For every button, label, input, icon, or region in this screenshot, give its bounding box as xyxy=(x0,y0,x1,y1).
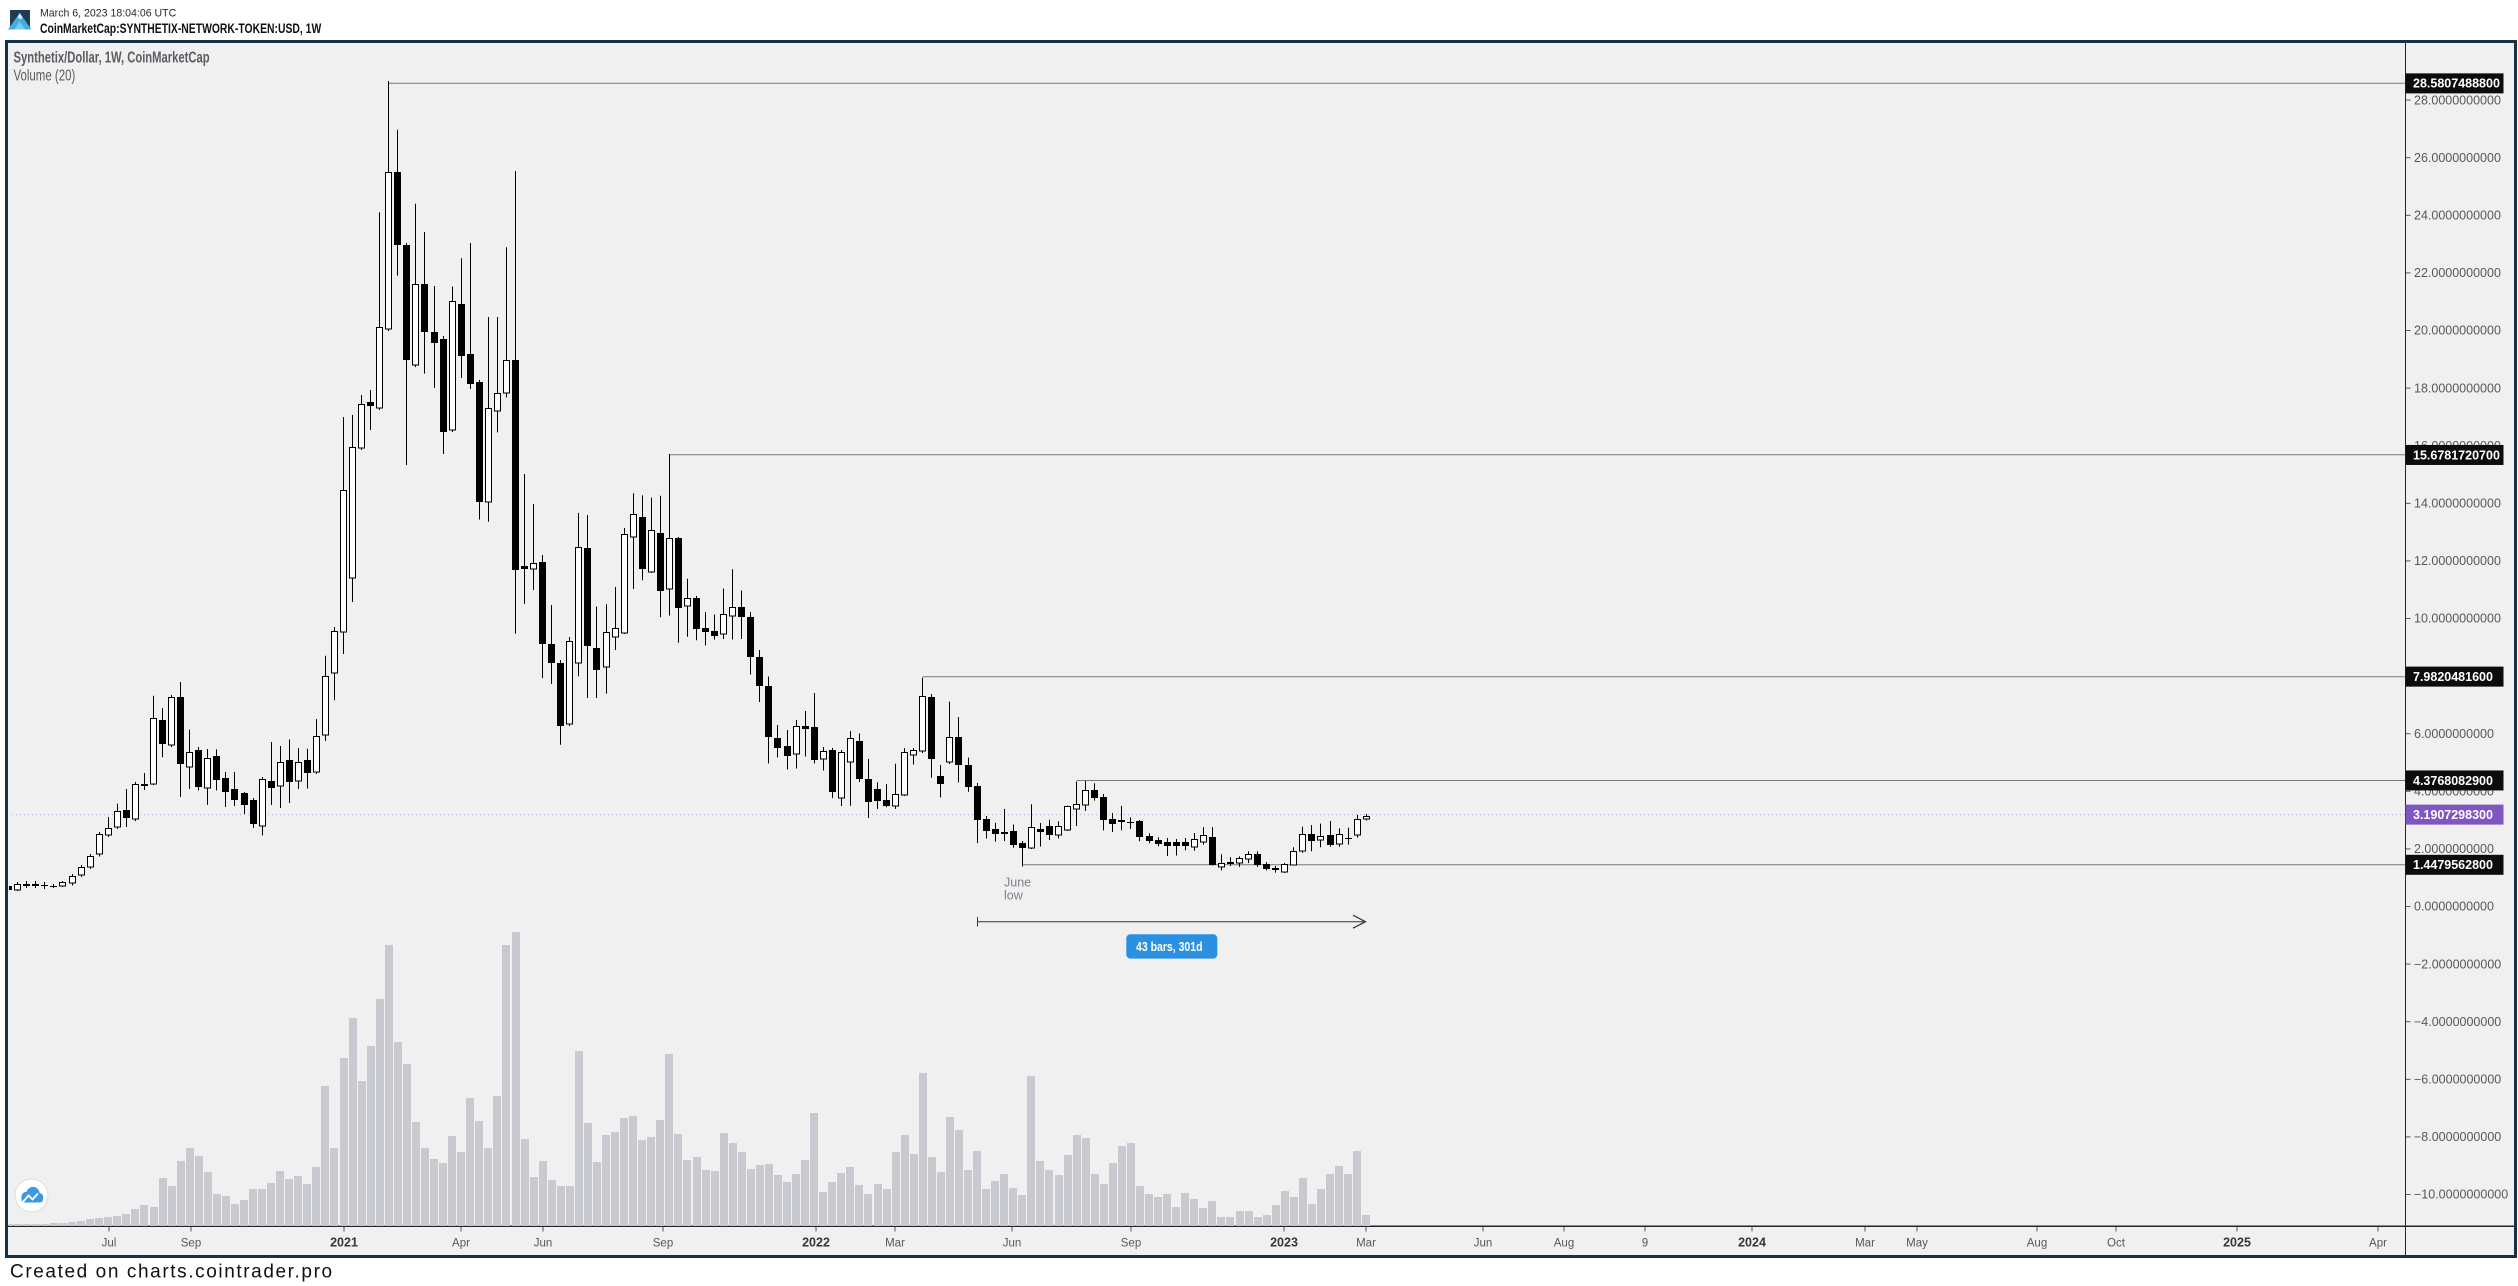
svg-text:2021: 2021 xyxy=(330,1236,358,1250)
svg-text:2025: 2025 xyxy=(2223,1236,2251,1250)
svg-text:Aug: Aug xyxy=(1554,1238,1574,1250)
svg-text:Sep: Sep xyxy=(1121,1238,1141,1250)
svg-text:2024: 2024 xyxy=(1738,1236,1766,1250)
svg-text:Apr: Apr xyxy=(452,1238,470,1250)
svg-text:−10.0000000000: −10.0000000000 xyxy=(2414,1188,2508,1202)
svg-text:24.0000000000: 24.0000000000 xyxy=(2414,209,2501,223)
svg-text:28.0000000000: 28.0000000000 xyxy=(2414,93,2501,107)
svg-text:March 6, 2023 18:04:06 UTC: March 6, 2023 18:04:06 UTC xyxy=(40,7,176,19)
svg-text:2023: 2023 xyxy=(1270,1236,1298,1250)
svg-text:Volume (20): Volume (20) xyxy=(14,67,76,84)
svg-text:Synthetix/Dollar, 1W, CoinMark: Synthetix/Dollar, 1W, CoinMarketCap xyxy=(14,49,210,66)
svg-text:CoinMarketCap:SYNTHETIX-NETWOR: CoinMarketCap:SYNTHETIX-NETWORK-TOKEN:US… xyxy=(40,20,322,36)
svg-text:22.0000000000: 22.0000000000 xyxy=(2414,266,2501,280)
svg-text:Jun: Jun xyxy=(1003,1238,1022,1250)
svg-text:−6.0000000000: −6.0000000000 xyxy=(2414,1073,2501,1087)
svg-text:Oct: Oct xyxy=(2107,1238,2126,1250)
svg-text:June: June xyxy=(1004,876,1031,890)
svg-text:Jun: Jun xyxy=(534,1238,553,1250)
svg-text:Created on charts.cointrader.p: Created on charts.cointrader.pro xyxy=(10,1262,334,1283)
svg-text:Mar: Mar xyxy=(1855,1238,1875,1250)
svg-text:2.0000000000: 2.0000000000 xyxy=(2414,842,2494,856)
svg-text:May: May xyxy=(1906,1238,1928,1250)
svg-text:10.0000000000: 10.0000000000 xyxy=(2414,612,2501,626)
svg-text:12.0000000000: 12.0000000000 xyxy=(2414,554,2501,568)
svg-text:Aug: Aug xyxy=(2027,1238,2047,1250)
svg-text:4.3768082900: 4.3768082900 xyxy=(2413,774,2493,788)
svg-text:−2.0000000000: −2.0000000000 xyxy=(2414,957,2501,971)
svg-text:Jul: Jul xyxy=(102,1238,117,1250)
svg-text:Sep: Sep xyxy=(653,1238,673,1250)
svg-text:20.0000000000: 20.0000000000 xyxy=(2414,324,2501,338)
svg-text:43 bars, 301d: 43 bars, 301d xyxy=(1136,941,1202,954)
svg-text:9: 9 xyxy=(1642,1238,1648,1250)
svg-text:2022: 2022 xyxy=(802,1236,830,1250)
svg-text:26.0000000000: 26.0000000000 xyxy=(2414,151,2501,165)
svg-text:Mar: Mar xyxy=(885,1238,905,1250)
svg-text:Apr: Apr xyxy=(2369,1238,2387,1250)
svg-text:14.0000000000: 14.0000000000 xyxy=(2414,497,2501,511)
svg-text:−4.0000000000: −4.0000000000 xyxy=(2414,1015,2501,1029)
svg-text:3.1907298300: 3.1907298300 xyxy=(2413,808,2493,822)
svg-text:Mar: Mar xyxy=(1356,1238,1376,1250)
svg-text:15.6781720700: 15.6781720700 xyxy=(2413,448,2500,462)
svg-text:28.5807488800: 28.5807488800 xyxy=(2413,77,2500,91)
svg-text:1.4479562800: 1.4479562800 xyxy=(2413,858,2493,872)
svg-text:6.0000000000: 6.0000000000 xyxy=(2414,727,2494,741)
svg-text:0.0000000000: 0.0000000000 xyxy=(2414,900,2494,914)
svg-text:7.9820481600: 7.9820481600 xyxy=(2413,670,2493,684)
svg-text:Jun: Jun xyxy=(1474,1238,1493,1250)
svg-text:−8.0000000000: −8.0000000000 xyxy=(2414,1130,2501,1144)
svg-text:18.0000000000: 18.0000000000 xyxy=(2414,381,2501,395)
svg-text:Sep: Sep xyxy=(181,1238,201,1250)
svg-text:low: low xyxy=(1004,889,1024,903)
